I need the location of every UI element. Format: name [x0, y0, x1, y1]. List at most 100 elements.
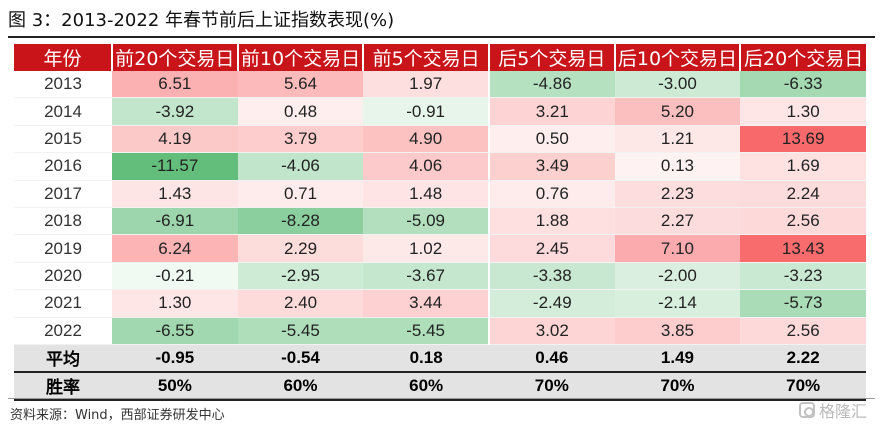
- value-cell: -5.45: [363, 317, 489, 345]
- value-cell: -3.00: [614, 71, 741, 99]
- performance-table: 年份 前20个交易日 前10个交易日 前5个交易日 后5个交易日 后10个交易日 后20个交…: [14, 44, 866, 401]
- summary-value: -0.95: [112, 344, 238, 373]
- value-cell: 4.19: [112, 125, 238, 154]
- value-cell: 2.24: [740, 180, 866, 208]
- summary-value: 0.18: [363, 344, 489, 373]
- summary-value: 70%: [740, 371, 866, 401]
- year-cell: 2018: [14, 207, 112, 236]
- table-row: 2021 1.30 2.40 3.44 -2.49 -2.14 -5.73: [14, 289, 866, 318]
- value-cell: 0.48: [237, 97, 364, 126]
- table-row: 2015 4.19 3.79 4.90 0.50 1.21 13.69: [14, 125, 866, 154]
- value-cell: -4.86: [487, 71, 615, 99]
- value-cell: 7.10: [614, 234, 741, 263]
- footer-rule: [8, 398, 875, 399]
- value-cell: 1.30: [740, 97, 866, 126]
- value-cell: -3.92: [112, 97, 238, 126]
- value-cell: -2.95: [237, 262, 364, 291]
- table-row: 2014 -3.92 0.48 -0.91 3.21 5.20 1.30: [14, 97, 866, 126]
- value-cell: 1.97: [363, 71, 489, 99]
- value-cell: 2.45: [487, 234, 615, 263]
- table-row: 2016 -11.57 -4.06 4.06 3.49 0.13 1.69: [14, 152, 866, 181]
- table-row: 2020 -0.21 -2.95 -3.67 -3.38 -2.00 -3.23: [14, 262, 866, 291]
- value-cell: -3.23: [740, 262, 866, 291]
- table-row: 2017 1.43 0.71 1.48 0.76 2.23 2.24: [14, 180, 866, 208]
- value-cell: -5.09: [363, 207, 489, 236]
- summary-value: 1.49: [614, 344, 741, 373]
- summary-value: 70%: [488, 371, 615, 401]
- summary-value: 50%: [112, 371, 238, 401]
- value-cell: 3.79: [237, 125, 364, 154]
- value-cell: 4.90: [363, 125, 489, 154]
- value-cell: -0.21: [112, 262, 238, 291]
- value-cell: -4.06: [237, 152, 364, 181]
- value-cell: -6.33: [740, 71, 866, 99]
- value-cell: 0.71: [237, 180, 364, 208]
- value-cell: 2.27: [614, 207, 741, 236]
- value-cell: 0.13: [614, 152, 741, 181]
- header-col-3: 前5个交易日: [363, 44, 490, 71]
- value-cell: -2.00: [614, 262, 741, 291]
- value-cell: 6.51: [112, 71, 238, 99]
- value-cell: 3.21: [487, 97, 615, 126]
- value-cell: -6.91: [112, 207, 238, 236]
- value-cell: -8.28: [237, 207, 364, 236]
- header-row: 年份 前20个交易日 前10个交易日 前5个交易日 后5个交易日 后10个交易日 后20个交…: [14, 44, 866, 71]
- year-cell: 2016: [14, 152, 112, 181]
- header-col-2: 前10个交易日: [237, 44, 365, 71]
- value-cell: -11.57: [112, 152, 238, 181]
- value-cell: 2.23: [614, 180, 741, 208]
- value-cell: 2.56: [740, 317, 866, 345]
- summary-value: 60%: [363, 371, 489, 401]
- value-cell: 6.24: [112, 234, 238, 263]
- value-cell: -5.73: [740, 289, 866, 318]
- summary-label: 胜率: [14, 371, 112, 401]
- value-cell: 1.30: [112, 289, 238, 318]
- year-cell: 2017: [14, 180, 112, 208]
- watermark-logo-icon: [798, 402, 815, 418]
- table-row: 2013 6.51 5.64 1.97 -4.86 -3.00 -6.33: [14, 71, 866, 99]
- value-cell: 2.56: [740, 207, 866, 236]
- value-cell: -0.91: [363, 97, 489, 126]
- table-row: 2019 6.24 2.29 1.02 2.45 7.10 13.43: [14, 234, 866, 263]
- header-col-4: 后5个交易日: [488, 44, 616, 71]
- year-cell: 2021: [14, 289, 112, 318]
- value-cell: 1.02: [363, 234, 489, 263]
- year-cell: 2022: [14, 317, 112, 345]
- value-cell: 0.76: [487, 180, 615, 208]
- header-col-6: 后20个交易日: [740, 44, 866, 71]
- value-cell: 1.43: [112, 180, 238, 208]
- header-col-1: 前20个交易日: [112, 44, 239, 71]
- value-cell: 1.88: [487, 207, 615, 236]
- summary-value: 60%: [237, 371, 364, 401]
- value-cell: 4.06: [363, 152, 489, 181]
- summary-value: 70%: [614, 371, 741, 401]
- win-rate-row: 胜率 50% 60% 60% 70% 70% 70%: [14, 371, 866, 401]
- summary-value: 2.22: [740, 344, 866, 373]
- year-cell: 2019: [14, 234, 112, 263]
- value-cell: 3.44: [363, 289, 489, 318]
- header-col-5: 后10个交易日: [614, 44, 742, 71]
- title-rule: [8, 36, 875, 38]
- summary-value: -0.54: [237, 344, 364, 373]
- value-cell: 2.29: [237, 234, 364, 263]
- value-cell: 2.40: [237, 289, 364, 318]
- value-cell: -6.55: [112, 317, 238, 345]
- watermark-text: 格隆汇: [818, 402, 867, 421]
- value-cell: 1.21: [614, 125, 741, 154]
- figure-title: 图 3：2013-2022 年春节前后上证指数表现(%): [8, 10, 395, 31]
- year-cell: 2013: [14, 71, 112, 99]
- value-cell: 1.48: [363, 180, 489, 208]
- value-cell: -2.49: [487, 289, 615, 318]
- year-cell: 2020: [14, 262, 112, 291]
- value-cell: 3.85: [614, 317, 741, 345]
- value-cell: -3.67: [363, 262, 489, 291]
- source-note: 资料来源：Wind，西部证券研发中心: [10, 408, 225, 423]
- value-cell: 0.50: [487, 125, 615, 154]
- table-row: 2018 -6.91 -8.28 -5.09 1.88 2.27 2.56: [14, 207, 866, 236]
- value-cell: 5.64: [237, 71, 364, 99]
- year-cell: 2015: [14, 125, 112, 154]
- summary-label: 平均: [14, 344, 112, 373]
- value-cell: 13.69: [740, 125, 866, 154]
- year-cell: 2014: [14, 97, 112, 126]
- value-cell: -3.38: [487, 262, 615, 291]
